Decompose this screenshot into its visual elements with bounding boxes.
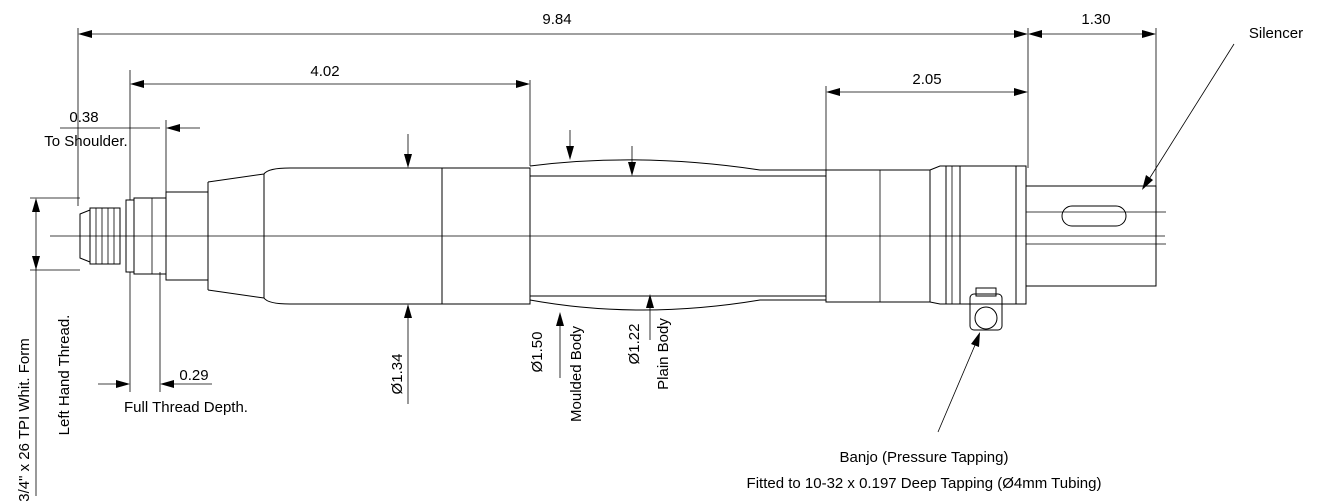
thread-hand-label: Left Hand Thread. xyxy=(56,315,73,436)
dimension-thread-depth: 0.29 Full Thread Depth. xyxy=(98,272,248,416)
dim-shoulder-value: 0.38 xyxy=(69,109,98,126)
dimension-dia-moulded: Ø1.50 Moulded Body xyxy=(529,130,585,422)
dim-overall-label: 9.84 xyxy=(542,11,571,28)
banjo-body xyxy=(969,293,1003,331)
rear-ring xyxy=(945,165,961,305)
dimension-shoulder: 0.38 To Shoulder. xyxy=(44,109,200,198)
dim-dia-moulded-value: Ø1.50 xyxy=(529,332,546,373)
dim-dia-plain-value: Ø1.22 xyxy=(626,324,643,365)
silencer-slot xyxy=(1061,205,1127,227)
dimension-body-end: 2.05 xyxy=(825,71,1028,170)
dim-dia-front-label: Ø1.34 xyxy=(389,354,406,395)
dimension-silencer: 1.30 xyxy=(1028,11,1157,186)
dimension-thread-height: 3/4" x 26 TPI Whit. Form Left Hand Threa… xyxy=(16,197,80,502)
dim-dia-moulded-label: Moulded Body xyxy=(568,326,585,422)
dim-dia-plain-label: Plain Body xyxy=(655,318,672,390)
dim-silencer-label: 1.30 xyxy=(1081,11,1110,28)
dimension-moulded: 4.02 xyxy=(129,63,531,200)
dim-thread-depth-value: 0.29 xyxy=(179,367,208,384)
banjo-detail-label: Fitted to 10-32 x 0.197 Deep Tapping (Ø4… xyxy=(747,475,1102,492)
thread-spec-label: 3/4" x 26 TPI Whit. Form xyxy=(16,338,33,501)
silencer-label: Silencer xyxy=(1249,25,1303,42)
rear-flange xyxy=(1015,165,1027,305)
dim-moulded-label: 4.02 xyxy=(310,63,339,80)
banjo-bolt xyxy=(974,306,998,330)
dimension-dia-plain: Ø1.22 Plain Body xyxy=(626,146,672,390)
dim-thread-depth-label: Full Thread Depth. xyxy=(124,399,248,416)
part-outline xyxy=(79,159,1157,331)
dim-body-end-label: 2.05 xyxy=(912,71,941,88)
dimension-overall: 9.84 xyxy=(77,11,1029,206)
silencer-callout: Silencer xyxy=(1142,25,1303,190)
banjo-callout: Banjo (Pressure Tapping) Fitted to 10-32… xyxy=(747,332,1102,492)
dim-shoulder-label: To Shoulder. xyxy=(44,133,127,150)
dimension-dia-front: Ø1.34 xyxy=(389,134,412,404)
banjo-title-label: Banjo (Pressure Tapping) xyxy=(840,449,1009,466)
